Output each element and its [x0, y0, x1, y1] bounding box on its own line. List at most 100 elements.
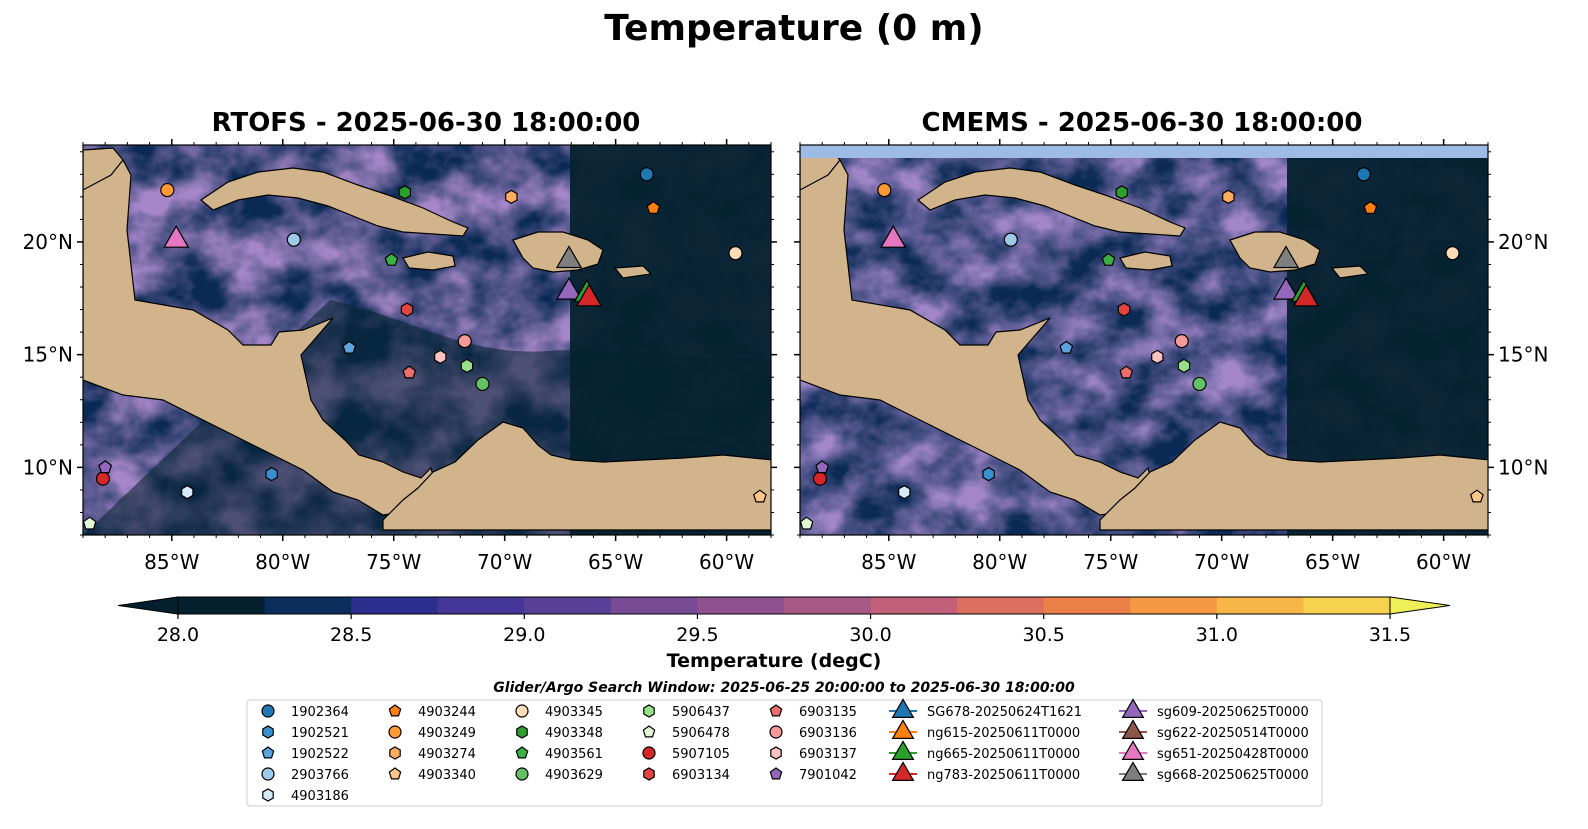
glider-marker-sg609-20250625T0000: [1272, 276, 1300, 300]
argo-marker-4903345: [728, 246, 743, 261]
argo-marker-4903629: [1192, 376, 1207, 392]
legend-marker-sg651-20250428T0000: [1121, 740, 1145, 761]
x-tick-label: 75°W: [1083, 550, 1138, 574]
legend-marker-1902521: [262, 725, 274, 739]
legend-label: sg622-20250514T0000: [1157, 726, 1309, 741]
argo-marker-1902364: [639, 167, 654, 182]
legend-marker-ng783-20250611T0000: [891, 761, 915, 782]
x-tick-label: 70°W: [1194, 550, 1249, 574]
argo-marker-4903629: [475, 376, 490, 392]
colorbar-tick-label: 30.5: [1023, 624, 1065, 646]
argo-marker-4903340: [752, 489, 767, 503]
x-tick-label: 80°W: [255, 550, 310, 574]
map-panel-rtofs: [82, 144, 772, 536]
y-tick-label: 10°N: [1498, 455, 1548, 479]
argo-marker-4903249: [877, 182, 892, 198]
argo-marker-5906478: [799, 516, 814, 530]
legend-label: sg651-20250428T0000: [1157, 747, 1309, 762]
legend-marker-4903348: [516, 725, 528, 739]
legend-marker-4903244: [388, 704, 402, 717]
colorbar-tick-label: 29.5: [676, 624, 718, 646]
argo-marker-6903136: [1174, 334, 1189, 349]
argo-marker-6903136: [457, 334, 472, 349]
legend-marker-ng615-20250611T0000: [891, 719, 915, 740]
argo-marker-6903135: [402, 365, 417, 379]
legend-marker-5906478: [642, 725, 656, 738]
colorbar-segment: [1130, 597, 1218, 614]
glider-marker-sg609-20250625T0000: [555, 276, 583, 300]
legend-label: SG678-20250624T1621: [927, 705, 1082, 720]
argo-marker-5907105: [812, 471, 828, 486]
x-tick-label: 70°W: [477, 550, 532, 574]
legend-marker-6903137: [770, 746, 782, 760]
legend-marker-sg668-20250625T0000: [1121, 761, 1145, 782]
colorbar-segment: [1043, 597, 1131, 614]
map-panel-cmems: [799, 144, 1489, 536]
argo-marker-2903766: [1003, 232, 1018, 247]
argo-marker-6903137: [1151, 349, 1164, 365]
legend-label: 5906478: [672, 726, 730, 741]
legend-label: 4903348: [545, 726, 603, 741]
argo-marker-1902521: [265, 466, 278, 482]
x-tick-label: 75°W: [366, 550, 421, 574]
legend-label: 4903561: [545, 747, 603, 762]
x-tick-label: 65°W: [1305, 550, 1360, 574]
glider-marker-ng783-20250611T0000: [1292, 283, 1320, 307]
legend-label: 4903340: [418, 768, 476, 783]
argo-marker-4903249: [160, 182, 175, 198]
colorbar-extend-high: [1389, 596, 1451, 615]
argo-marker-1902364: [1356, 167, 1371, 182]
argo-marker-4903348: [398, 185, 411, 200]
legend-marker-4903274: [389, 746, 401, 760]
legend-marker-4903249: [388, 725, 402, 739]
argo-marker-1902521: [982, 466, 995, 482]
argo-marker-5906437: [1177, 358, 1191, 374]
colorbar-segment: [610, 597, 698, 614]
panel-title-rtofs: RTOFS - 2025-06-30 18:00:00: [211, 108, 641, 138]
legend-label: ng783-20250611T0000: [927, 768, 1080, 783]
legend-marker-6903136: [769, 725, 783, 739]
legend-label: 4903629: [545, 768, 603, 783]
legend-marker-4903629: [515, 767, 529, 781]
colorbar-segment: [351, 597, 439, 614]
colorbar-segment: [870, 597, 958, 614]
colorbar-tick-label: 31.5: [1369, 624, 1411, 646]
colorbar-tick-label: 29.0: [503, 624, 545, 646]
legend-label: 6903137: [799, 747, 857, 762]
colorbar-frame: [177, 596, 1391, 615]
colorbar-segment: [784, 597, 872, 614]
argo-marker-4903274: [1222, 189, 1235, 204]
legend-marker-sg622-20250514T0000: [1121, 719, 1145, 740]
colorbar-segment: [697, 597, 785, 614]
argo-marker-5906437: [460, 358, 474, 374]
legend-marker-4903340: [388, 767, 402, 780]
legend-label: 4903274: [418, 747, 476, 762]
legend-label: ng615-20250611T0000: [927, 726, 1080, 741]
glider-marker-sg668-20250625T0000: [555, 245, 583, 269]
glider-marker-sg651-20250428T0000: [163, 224, 190, 248]
legend-label: sg609-20250625T0000: [1157, 705, 1309, 720]
colorbar-tick-label: 31.0: [1196, 624, 1238, 646]
legend-marker-SG678-20250624T1621: [891, 698, 915, 719]
x-tick-label: 85°W: [861, 550, 916, 574]
argo-marker-6903134: [400, 302, 414, 317]
legend-label: 5907105: [672, 747, 730, 762]
argo-marker-4903340: [1469, 489, 1484, 503]
colorbar-tick-label: 28.5: [330, 624, 372, 646]
y-tick-label: 15°N: [23, 343, 73, 367]
argo-marker-1902522: [1059, 340, 1074, 354]
legend-label: 5906437: [672, 705, 730, 720]
y-tick-label: 20°N: [1498, 230, 1548, 254]
legend-marker-4903345: [515, 704, 529, 718]
colorbar-extend-low: [117, 596, 179, 615]
legend-label: 4903249: [418, 726, 476, 741]
legend-marker-4903561: [515, 746, 529, 759]
argo-marker-6903134: [1117, 302, 1131, 317]
legend-marker-4903186: [262, 788, 274, 802]
argo-marker-4903345: [1445, 246, 1460, 261]
figure-title: Temperature (0 m): [604, 8, 984, 49]
argo-marker-4903186: [898, 485, 911, 500]
x-tick-label: 65°W: [588, 550, 643, 574]
